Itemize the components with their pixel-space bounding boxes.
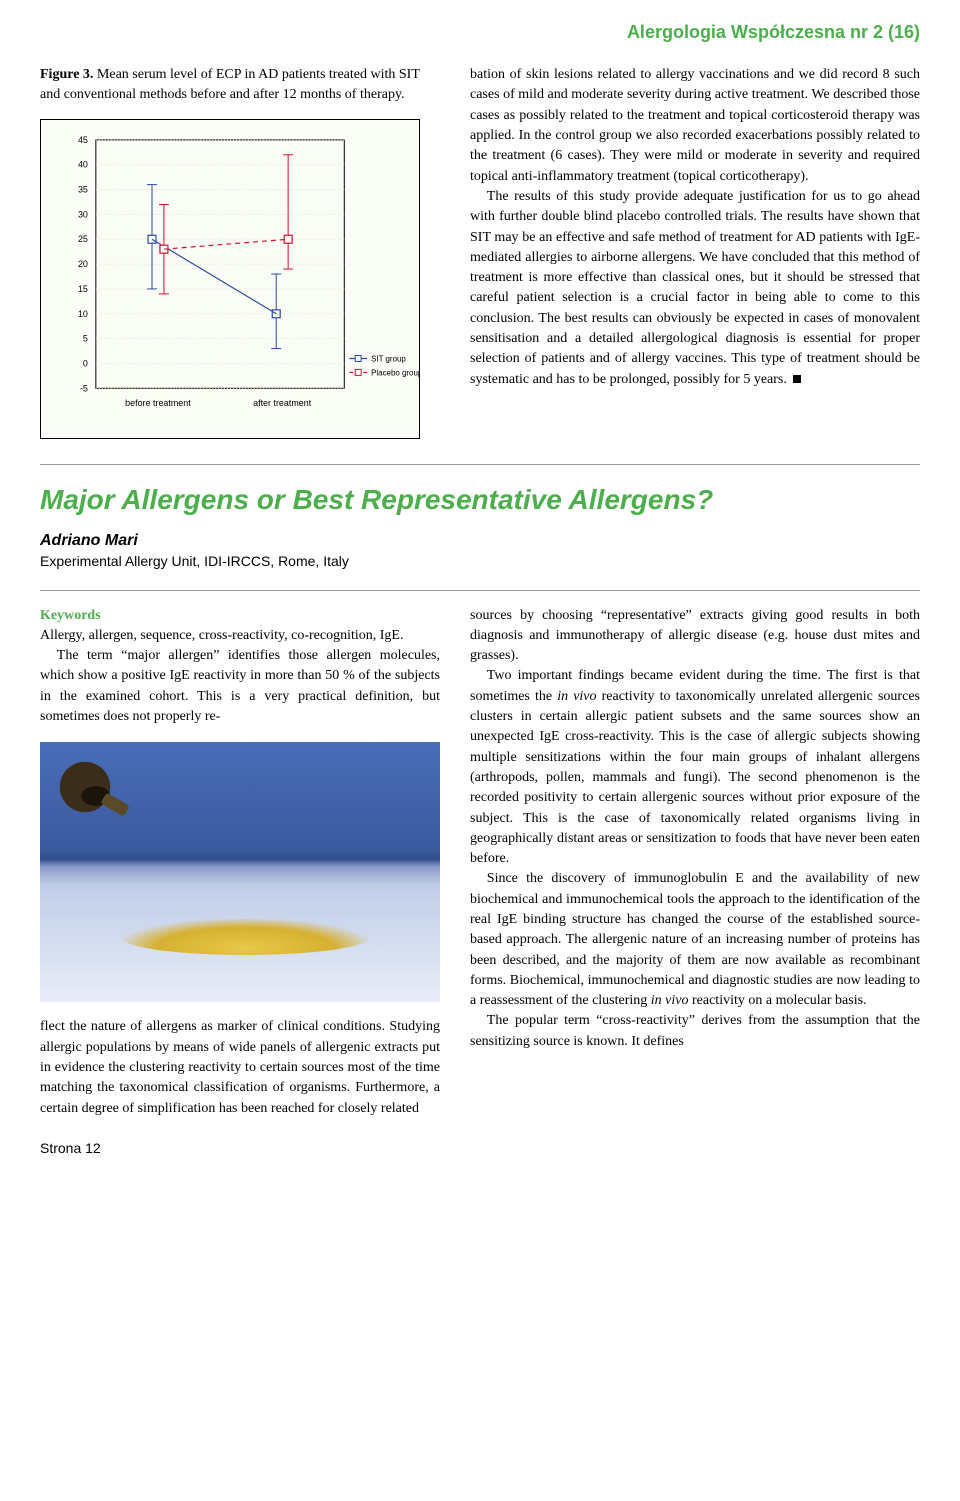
article2-right-p4: The popular term “cross-reactivity” deri… [470,1011,920,1052]
keywords-list: Allergy, allergen, sequence, cross-react… [40,626,440,646]
svg-text:0: 0 [83,359,88,369]
article2-author: Adriano Mari [40,530,920,552]
article2-title: Major Allergens or Best Representative A… [40,480,920,519]
svg-text:after treatment: after treatment [253,399,312,409]
svg-text:before treatment: before treatment [125,399,191,409]
end-of-article-marker [793,375,801,383]
text: Since the discovery of immunoglobulin E … [470,871,920,1008]
text: reactivity to taxonomically unrelated al… [470,689,920,866]
journal-header: Alergologia Współczesna nr 2 (16) [40,20,920,45]
svg-text:35: 35 [78,185,88,195]
keywords-heading: Keywords [40,606,440,626]
divider [40,464,920,465]
article2-right-p1: sources by choosing “representative” ext… [470,606,920,667]
article1-body: bation of skin lesions related to allerg… [470,65,920,439]
figure-caption-text: Mean serum level of ECP in AD patients t… [40,67,420,102]
svg-text:15: 15 [78,284,88,294]
divider [40,590,920,591]
svg-text:45: 45 [78,135,88,145]
article2-left-p1: The term “major allergen” identifies tho… [40,646,440,727]
article2-left-p2: flect the nature of allergens as marker … [40,1017,440,1118]
article2-right-p2: Two important findings became evident du… [470,666,920,869]
figure-caption: Figure 3. Mean serum level of ECP in AD … [40,65,440,104]
pollen-photo [40,742,440,1002]
top-two-column: Figure 3. Mean serum level of ECP in AD … [40,65,920,439]
svg-text:-5: -5 [80,384,88,394]
article2-affiliation: Experimental Allergy Unit, IDI-IRCCS, Ro… [40,552,920,572]
svg-text:5: 5 [83,334,88,344]
in-vivo-italic: in vivo [651,993,689,1008]
svg-text:10: 10 [78,309,88,319]
svg-text:SIT group: SIT group [371,355,406,364]
svg-text:Placebo group: Placebo group [371,369,420,378]
svg-text:30: 30 [78,210,88,220]
bottle-shape [58,760,148,850]
figure-column: Figure 3. Mean serum level of ECP in AD … [40,65,440,439]
article2-two-column: Keywords Allergy, allergen, sequence, cr… [40,606,920,1119]
figure-label: Figure 3. [40,67,93,82]
page-number: Strona 12 [40,1139,920,1159]
svg-text:40: 40 [78,160,88,170]
powder-pile-shape [120,919,370,955]
ecp-chart: -5 0 5 10 15 20 25 30 35 40 45 before treatment afte… [40,119,420,439]
article2-right-p3: Since the discovery of immunoglobulin E … [470,869,920,1011]
text: reactivity on a molecular basis. [689,993,867,1008]
article2-right-col: sources by choosing “representative” ext… [470,606,920,1119]
article2-left-col: Keywords Allergy, allergen, sequence, cr… [40,606,440,1119]
svg-text:25: 25 [78,235,88,245]
svg-text:20: 20 [78,259,88,269]
in-vivo-italic: in vivo [557,689,596,704]
